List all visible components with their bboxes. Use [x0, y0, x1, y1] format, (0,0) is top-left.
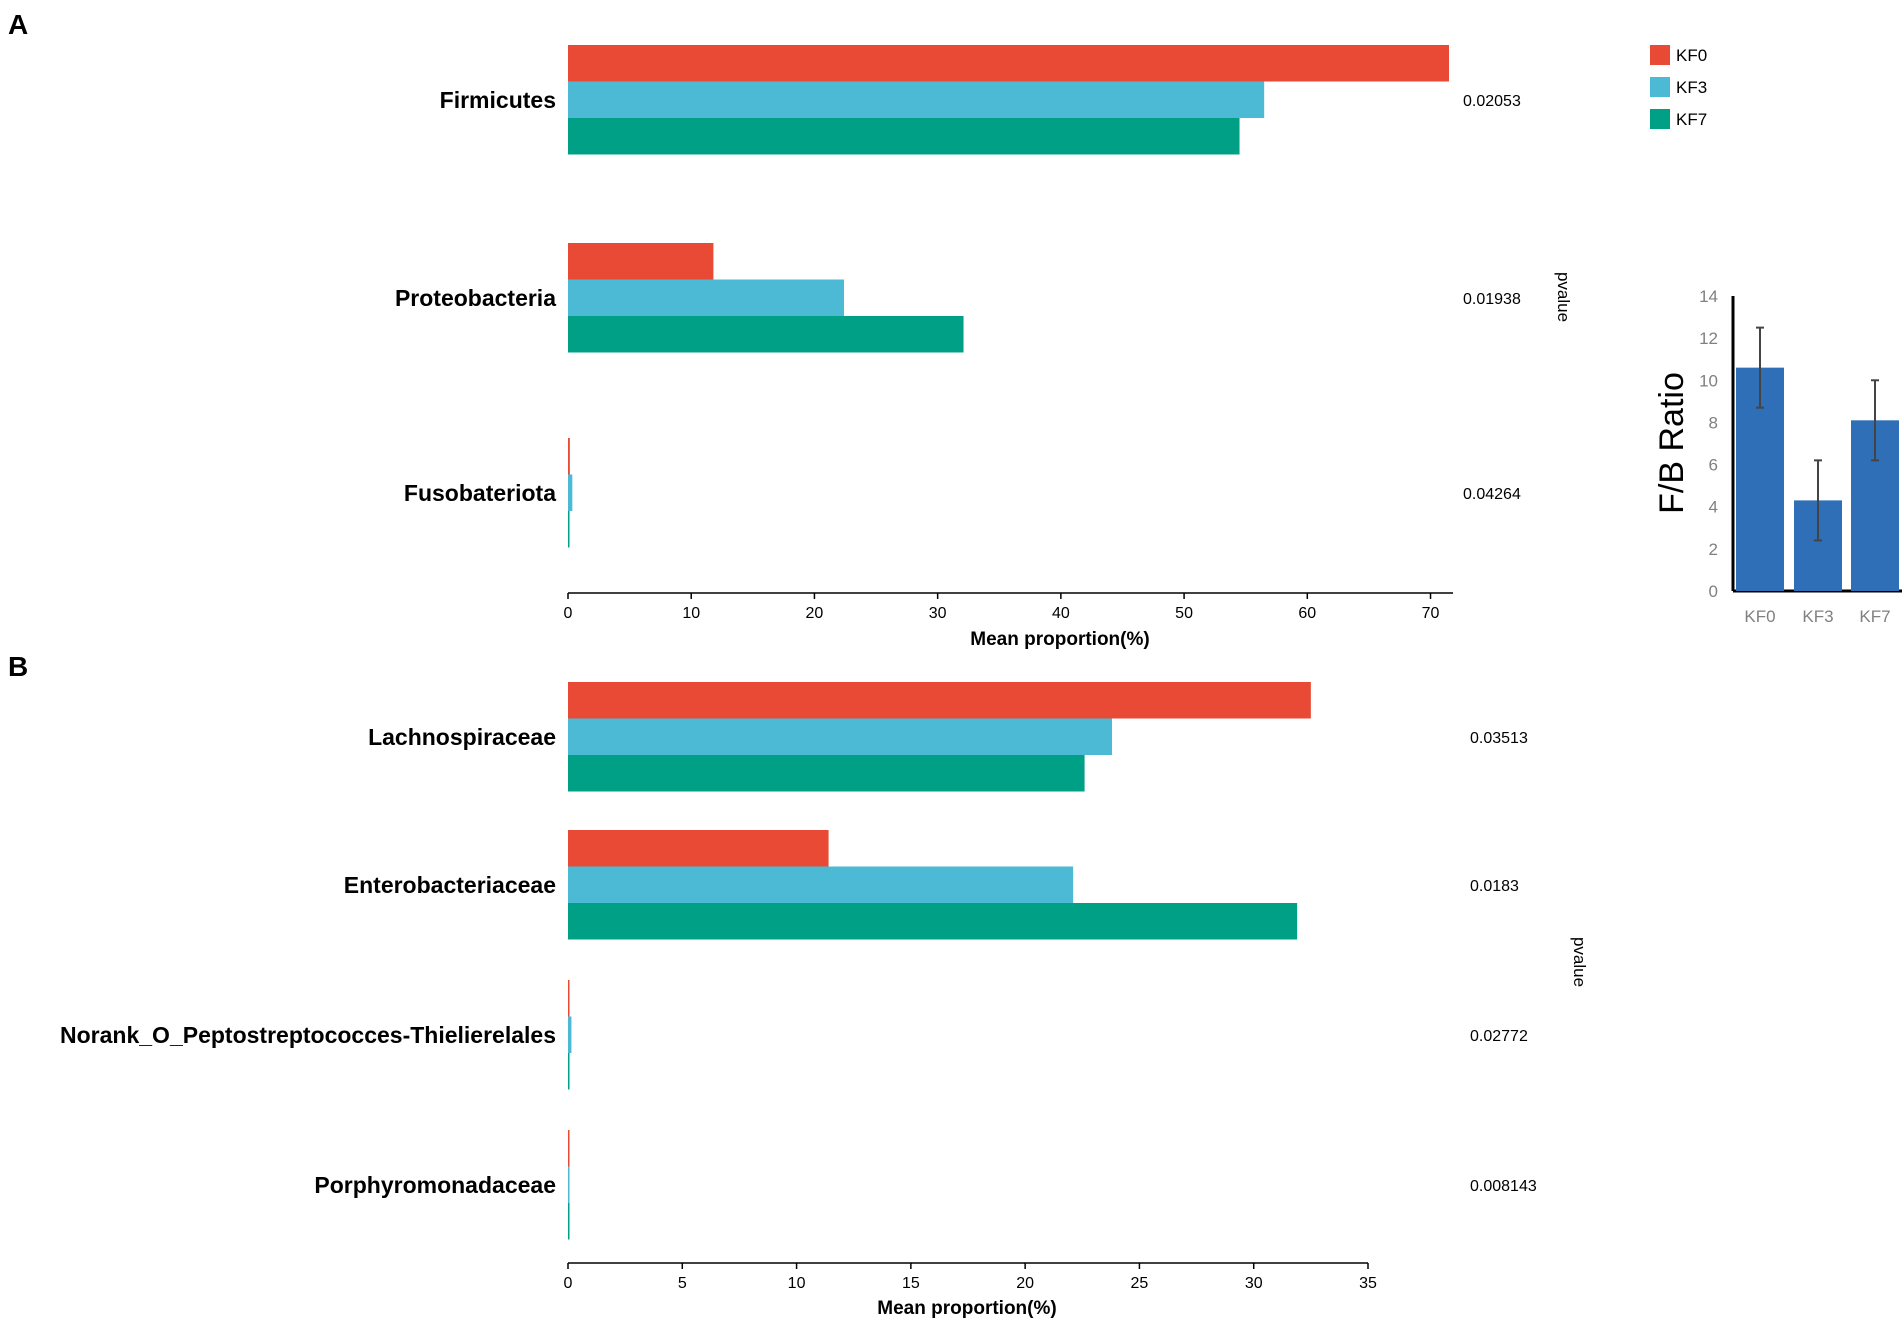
x-tick-label-a-50: 50 — [1175, 605, 1193, 622]
bar-b-kf7-3 — [568, 1203, 570, 1240]
x-tick-label-b-15: 15 — [902, 1275, 920, 1292]
inset-y-tick-label-6: 6 — [1709, 456, 1718, 475]
bar-b-kf7-1 — [568, 903, 1298, 940]
bar-b-kf7-2 — [568, 1053, 570, 1090]
inset-y-tick-label-4: 4 — [1709, 498, 1718, 517]
x-tick-label-b-25: 25 — [1131, 1275, 1149, 1292]
inset-y-tick-label-12: 12 — [1699, 329, 1718, 348]
category-label-a-2: Fusobateriota — [404, 480, 556, 506]
panel-label-a: A — [8, 9, 28, 40]
category-label-b-2: Norank_O_Peptostreptococces-Thielierelal… — [60, 1022, 556, 1048]
inset-y-axis-title: F/B Ratio — [1653, 372, 1691, 514]
x-tick-label-b-10: 10 — [788, 1275, 806, 1292]
x-tick-label-a-40: 40 — [1052, 605, 1070, 622]
pvalue-b-1: 0.0183 — [1470, 878, 1519, 895]
bar-b-kf0-2 — [568, 980, 570, 1017]
legend-label-kf3: KF3 — [1676, 78, 1707, 97]
pvalue-b-0: 0.03513 — [1470, 730, 1528, 747]
bar-b-kf3-3 — [568, 1166, 570, 1203]
category-label-b-3: Porphyromonadaceae — [314, 1172, 556, 1198]
bar-a-kf3-0 — [568, 81, 1265, 118]
bar-b-kf3-0 — [568, 718, 1112, 755]
category-label-b-1: Enterobacteriaceae — [344, 872, 556, 898]
bar-b-kf7-0 — [568, 755, 1085, 792]
inset-x-tick-label-kf7: KF7 — [1859, 607, 1890, 626]
bar-b-kf0-0 — [568, 682, 1311, 719]
bar-a-kf0-1 — [568, 243, 714, 280]
pvalue-a-2: 0.04264 — [1463, 486, 1521, 503]
bar-a-kf0-2 — [568, 438, 570, 475]
bar-a-kf0-0 — [568, 45, 1449, 82]
pvalue-b-2: 0.02772 — [1470, 1028, 1528, 1045]
bar-b-kf3-2 — [568, 1016, 572, 1053]
inset-x-tick-label-kf3: KF3 — [1802, 607, 1833, 626]
inset-x-tick-label-kf0: KF0 — [1744, 607, 1775, 626]
legend-swatch-kf0 — [1650, 45, 1670, 65]
legend-swatch-kf3 — [1650, 77, 1670, 97]
x-tick-label-b-0: 0 — [564, 1275, 573, 1292]
x-axis-title-a: Mean proportion(%) — [970, 629, 1149, 650]
x-tick-label-b-20: 20 — [1016, 1275, 1034, 1292]
x-tick-label-a-60: 60 — [1298, 605, 1316, 622]
x-tick-label-a-0: 0 — [564, 605, 573, 622]
inset-y-tick-label-8: 8 — [1709, 413, 1718, 432]
x-tick-label-a-30: 30 — [929, 605, 947, 622]
pvalue-a-1: 0.01938 — [1463, 291, 1521, 308]
x-tick-label-a-10: 10 — [682, 605, 700, 622]
inset-y-tick-label-2: 2 — [1709, 540, 1718, 559]
panel-label-b: B — [8, 651, 28, 682]
category-label-a-0: Firmicutes — [440, 87, 556, 113]
x-tick-label-b-35: 35 — [1359, 1275, 1377, 1292]
inset-y-tick-label-0: 0 — [1709, 582, 1718, 601]
bar-a-kf3-2 — [568, 474, 573, 511]
inset-y-tick-label-10: 10 — [1699, 371, 1718, 390]
legend-label-kf0: KF0 — [1676, 46, 1707, 65]
bar-a-kf7-1 — [568, 316, 964, 353]
bar-a-kf7-2 — [568, 511, 570, 548]
legend-swatch-kf7 — [1650, 109, 1670, 129]
pvalue-b-3: 0.008143 — [1470, 1178, 1537, 1195]
x-axis-title-b: Mean proportion(%) — [877, 1298, 1056, 1319]
category-label-a-1: Proteobacteria — [395, 285, 556, 311]
pvalue-axis-label-a: pvalue — [1554, 272, 1573, 322]
bar-b-kf0-1 — [568, 830, 829, 867]
pvalue-a-0: 0.02053 — [1463, 93, 1521, 110]
x-tick-label-b-30: 30 — [1245, 1275, 1263, 1292]
x-tick-label-a-70: 70 — [1422, 605, 1440, 622]
category-label-b-0: Lachnospiraceae — [368, 724, 556, 750]
x-tick-label-a-20: 20 — [806, 605, 824, 622]
bar-a-kf7-0 — [568, 118, 1240, 155]
bar-a-kf3-1 — [568, 279, 845, 316]
inset-y-tick-label-14: 14 — [1699, 287, 1718, 306]
legend-label-kf7: KF7 — [1676, 110, 1707, 129]
bar-b-kf3-1 — [568, 866, 1074, 903]
pvalue-axis-label-b: pvalue — [1570, 937, 1589, 987]
bar-b-kf0-3 — [568, 1130, 570, 1167]
x-tick-label-b-5: 5 — [678, 1275, 687, 1292]
